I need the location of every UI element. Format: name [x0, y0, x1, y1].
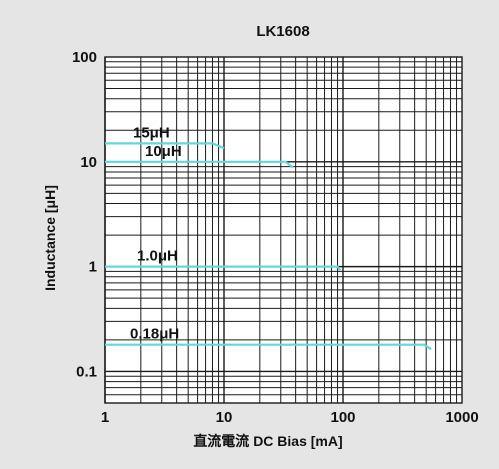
- series-line: [105, 343, 432, 351]
- series-line: [105, 265, 342, 272]
- x-axis-label: 直流電流 DC Bias [mA]: [193, 433, 342, 449]
- series-label: 15μH: [133, 124, 170, 141]
- y-tick-label: 100: [72, 49, 97, 66]
- x-tick-label: 1000: [445, 409, 478, 426]
- series-line: [105, 160, 294, 169]
- y-tick-label: 10: [80, 154, 97, 171]
- series-label: 10μH: [145, 143, 182, 160]
- y-axis-label: Inductance [μH]: [42, 185, 58, 291]
- y-tick-label: 0.1: [76, 363, 97, 380]
- series-label: 1.0μH: [137, 248, 178, 265]
- chart-title: LK1608: [256, 23, 309, 40]
- x-tick-label: 1: [101, 409, 109, 426]
- x-tick-label: 10: [216, 409, 233, 426]
- series-layer: [105, 142, 432, 351]
- label-layer: 1 10 100 1000 0.1 1 10 100 15μH 10μH 1.0μH 0.18μH: [72, 49, 479, 426]
- x-tick-label: 100: [330, 409, 355, 426]
- y-tick-label: 1: [89, 259, 97, 276]
- plot-area: [104, 56, 463, 404]
- series-line: [105, 142, 225, 150]
- series-label: 0.18μH: [130, 326, 179, 343]
